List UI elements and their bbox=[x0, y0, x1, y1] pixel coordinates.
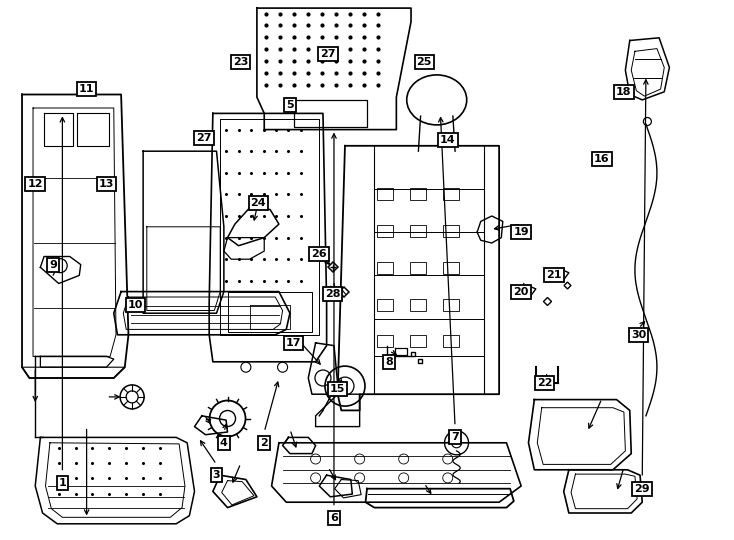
Text: 2: 2 bbox=[261, 438, 268, 448]
Bar bbox=[377, 225, 393, 237]
Bar bbox=[410, 188, 426, 200]
Text: 4: 4 bbox=[220, 438, 228, 448]
Text: 24: 24 bbox=[250, 198, 266, 207]
Text: 5: 5 bbox=[286, 100, 294, 110]
Text: 28: 28 bbox=[324, 289, 341, 299]
Bar bbox=[410, 335, 426, 347]
Text: 20: 20 bbox=[514, 287, 528, 296]
Text: 16: 16 bbox=[594, 154, 610, 164]
Text: 14: 14 bbox=[440, 136, 456, 145]
Text: 17: 17 bbox=[286, 338, 302, 348]
Text: 27: 27 bbox=[320, 49, 336, 59]
Text: 3: 3 bbox=[213, 470, 220, 480]
Text: 12: 12 bbox=[27, 179, 43, 188]
Bar bbox=[377, 335, 393, 347]
Bar bbox=[377, 262, 393, 274]
Text: 13: 13 bbox=[99, 179, 114, 188]
Text: 30: 30 bbox=[631, 330, 646, 340]
Text: 27: 27 bbox=[196, 133, 212, 143]
Bar bbox=[377, 188, 393, 200]
Text: 29: 29 bbox=[634, 484, 650, 494]
Text: 18: 18 bbox=[616, 87, 632, 97]
Bar bbox=[377, 299, 393, 310]
Text: 11: 11 bbox=[79, 84, 95, 94]
Bar bbox=[443, 188, 459, 200]
Text: 26: 26 bbox=[311, 249, 327, 259]
Text: 22: 22 bbox=[537, 379, 553, 388]
Text: 23: 23 bbox=[233, 57, 248, 67]
Bar bbox=[410, 299, 426, 310]
Text: 6: 6 bbox=[330, 514, 338, 523]
Text: 15: 15 bbox=[330, 384, 345, 394]
Text: 21: 21 bbox=[546, 271, 562, 280]
Bar bbox=[410, 262, 426, 274]
Text: 7: 7 bbox=[451, 433, 459, 442]
Text: 25: 25 bbox=[417, 57, 432, 67]
Text: 10: 10 bbox=[128, 300, 143, 310]
Text: 8: 8 bbox=[385, 357, 393, 367]
Bar bbox=[443, 335, 459, 347]
Bar bbox=[443, 262, 459, 274]
Text: 1: 1 bbox=[59, 478, 66, 488]
Text: 9: 9 bbox=[49, 260, 57, 269]
Bar bbox=[443, 225, 459, 237]
Text: 19: 19 bbox=[513, 227, 529, 237]
Bar bbox=[443, 299, 459, 310]
Bar bbox=[410, 225, 426, 237]
